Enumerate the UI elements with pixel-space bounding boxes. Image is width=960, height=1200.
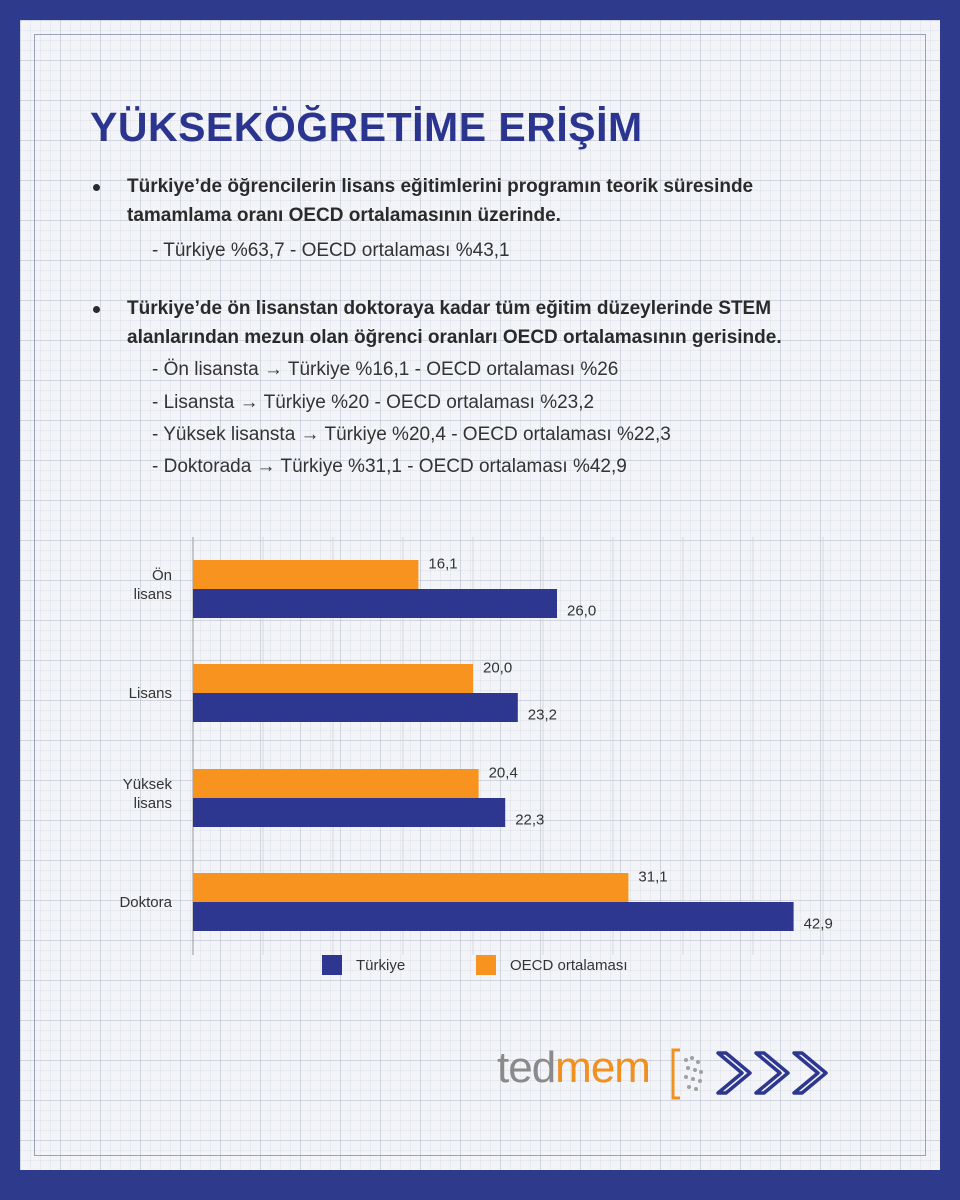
category-label: Ön	[152, 566, 172, 584]
sub-item-lisans: - Lisansta → Türkiye %20 - OECD ortalama…	[152, 392, 595, 413]
data-label: 26,0	[567, 603, 596, 620]
bullet-stem: Türkiye’de ön lisanstan doktoraya kadar …	[93, 294, 857, 352]
sub-item-doktora: - Doktorada → Türkiye %31,1 - OECD ortal…	[152, 456, 627, 477]
page-title: YÜKSEKÖĞRETİME ERİŞİM	[90, 104, 643, 150]
logo-mem-text: mem	[555, 1043, 651, 1092]
bar-oecd	[193, 873, 629, 902]
category-label: Yüksek	[123, 776, 173, 793]
legend-label-turkiye: Türkiye	[356, 956, 406, 974]
logo-ted-text: ted	[497, 1043, 556, 1092]
bar-turkiye	[193, 589, 557, 618]
data-label: 16,1	[428, 556, 457, 573]
bar-oecd	[193, 769, 479, 798]
data-label: 20,4	[489, 765, 518, 782]
bar-oecd	[193, 664, 473, 693]
chevron-arrows-icon	[716, 1051, 828, 1095]
tedmem-bracket-icon	[671, 1048, 703, 1100]
category-label: lisans	[134, 795, 172, 812]
category-label: Lisans	[129, 685, 172, 702]
legend-item-turkiye: Türkiye	[322, 955, 405, 975]
data-label: 23,2	[528, 707, 557, 724]
tedmem-logo: tedmem	[497, 1038, 651, 1098]
data-label: 31,1	[638, 869, 667, 886]
sub-item-completion: - Türkiye %63,7 - OECD ortalaması %43,1	[152, 240, 510, 261]
legend-swatch-oecd	[476, 955, 496, 975]
legend-item-oecd: OECD ortalaması	[476, 955, 628, 975]
bar-turkiye	[193, 693, 518, 722]
data-label: 20,0	[483, 660, 512, 677]
sub-item-yukseklisans: - Yüksek lisansta → Türkiye %20,4 - OECD…	[152, 424, 671, 445]
category-label: Doktora	[119, 894, 172, 911]
bar-turkiye	[193, 798, 506, 827]
data-label: 42,9	[804, 916, 833, 933]
bullet-completion: Türkiye’de öğrencilerin lisans eğitimler…	[93, 172, 847, 230]
data-label: 22,3	[515, 812, 544, 829]
legend-swatch-turkiye	[322, 955, 342, 975]
category-label: lisans	[134, 586, 172, 603]
legend-label-oecd: OECD ortalaması	[510, 956, 628, 974]
sub-item-onlisans: - Ön lisansta → Türkiye %16,1 - OECD ort…	[152, 359, 619, 380]
bar-oecd	[193, 560, 419, 589]
bar-turkiye	[193, 902, 794, 931]
